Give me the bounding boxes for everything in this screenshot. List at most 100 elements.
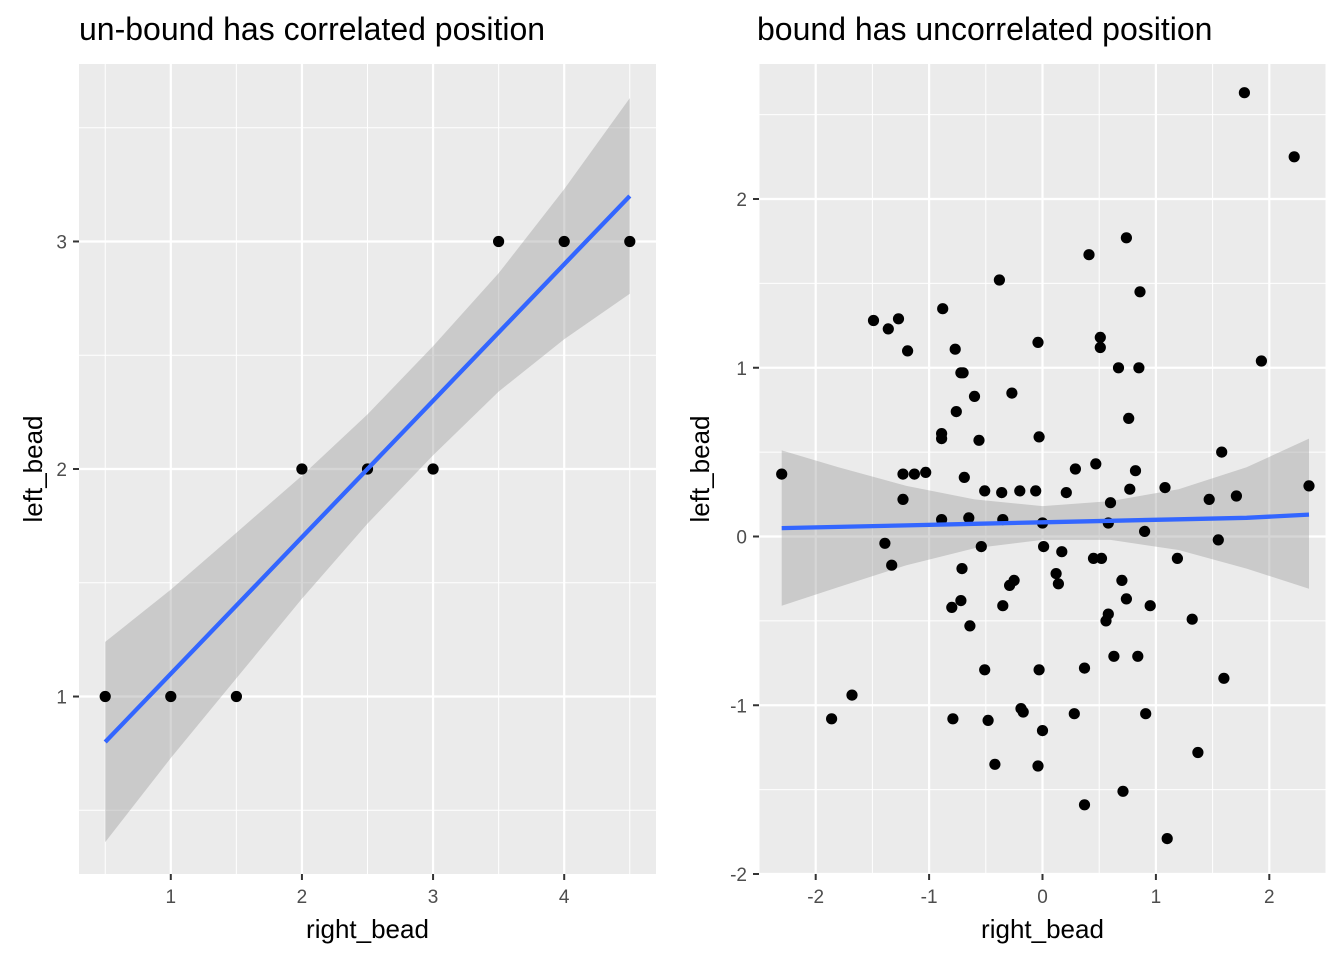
data-point: [1050, 568, 1062, 580]
data-point: [1116, 574, 1128, 587]
data-point: [1123, 412, 1135, 424]
data-point: [920, 466, 932, 478]
data-point: [1100, 615, 1112, 627]
data-point: [826, 713, 838, 725]
x-tick-label: -1: [921, 887, 938, 908]
data-point: [1144, 600, 1156, 612]
regression-line: [781, 512, 1310, 531]
x-tick-label: 2: [1264, 887, 1275, 908]
data-point: [882, 323, 894, 335]
data-point: [165, 690, 177, 703]
data-point: [1078, 662, 1091, 674]
data-point: [1030, 485, 1042, 497]
data-point: [1069, 463, 1081, 475]
data-point: [897, 493, 909, 505]
data-point: [1108, 650, 1120, 662]
data-point: [1133, 362, 1145, 374]
data-point: [99, 690, 111, 703]
data-point: [1038, 541, 1050, 553]
data-point: [1032, 760, 1044, 772]
y-tick-label: -1: [730, 696, 747, 717]
data-point: [846, 689, 858, 701]
data-point: [1094, 331, 1106, 343]
y-axis-title: left_bead: [18, 416, 48, 523]
x-tick-label: 1: [166, 887, 177, 908]
data-point: [1140, 708, 1152, 720]
data-point: [975, 541, 987, 553]
data-point: [996, 487, 1008, 499]
y-tick-label: 2: [56, 460, 67, 481]
data-point: [427, 463, 439, 475]
data-point: [1068, 708, 1080, 720]
data-point: [1033, 431, 1045, 443]
data-point: [1083, 249, 1095, 261]
data-point: [1017, 706, 1029, 718]
y-tick-label: -2: [730, 865, 747, 886]
data-point: [296, 463, 308, 475]
data-point: [1255, 355, 1267, 367]
data-point: [1212, 534, 1224, 546]
data-point: [1230, 490, 1242, 502]
data-point: [908, 468, 921, 480]
data-point: [1132, 650, 1144, 662]
data-point: [1112, 362, 1125, 374]
data-point: [955, 595, 967, 607]
y-tick-label: 0: [736, 528, 747, 549]
data-point: [949, 343, 961, 355]
x-tick-label: 0: [1037, 887, 1048, 908]
chart-title: un-bound has correlated position: [79, 11, 545, 47]
data-point: [947, 713, 959, 725]
x-tick-label: 2: [297, 887, 308, 908]
data-point: [1095, 552, 1108, 565]
x-tick-label: 1: [1151, 887, 1162, 908]
data-point: [230, 690, 242, 703]
data-point: [886, 559, 898, 571]
data-point: [989, 758, 1001, 770]
data-point: [946, 601, 958, 614]
data-point: [1036, 725, 1049, 737]
data-point: [957, 367, 969, 379]
chart-panel-2: -2 -1 0 1 2 -2 -1 0 1 2 bound has uncorrelated pos…: [685, 11, 1327, 944]
data-point: [1139, 525, 1151, 538]
regression-line: [103, 194, 632, 744]
data-point: [1052, 578, 1064, 590]
data-point: [624, 235, 636, 248]
data-point: [958, 471, 970, 483]
data-point: [1032, 336, 1044, 348]
data-point: [493, 235, 505, 248]
data-point: [776, 468, 788, 480]
data-point: [1203, 493, 1215, 505]
data-point: [1218, 672, 1230, 684]
data-point: [1056, 546, 1068, 558]
data-point: [937, 303, 949, 315]
data-point: [558, 235, 570, 248]
x-tick-label: 3: [428, 887, 439, 908]
data-point: [902, 345, 914, 357]
x-axis-title: right_bead: [306, 914, 429, 944]
data-point: [979, 664, 991, 676]
x-tick-label: 4: [559, 887, 570, 908]
data-point: [892, 313, 905, 325]
data-point: [982, 714, 994, 727]
y-tick-label: 1: [56, 688, 67, 709]
data-point: [1004, 579, 1016, 592]
data-point: [1129, 465, 1142, 477]
y-tick-label: 1: [736, 359, 747, 380]
data-point: [1161, 833, 1173, 845]
data-point: [1120, 593, 1132, 605]
data-point: [936, 433, 948, 445]
data-point: [879, 537, 891, 549]
data-point: [1094, 341, 1106, 354]
data-point: [897, 468, 909, 480]
y-tick-label: 2: [736, 190, 747, 211]
data-point: [964, 620, 976, 632]
data-point: [1117, 785, 1129, 797]
x-axis-title: right_bead: [981, 914, 1104, 944]
chart-panel-1: 1 2 3 4 1 2 3 un-bound has correlated position r…: [18, 11, 656, 944]
data-point: [1104, 497, 1117, 509]
data-point: [973, 434, 985, 446]
y-axis-title: left_bead: [685, 416, 715, 523]
chart-title: bound has uncorrelated position: [757, 11, 1212, 47]
